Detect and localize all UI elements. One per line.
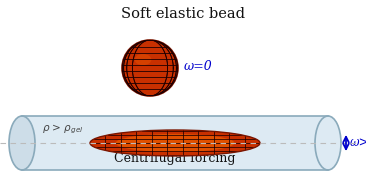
- Text: Soft elastic bead: Soft elastic bead: [121, 7, 245, 21]
- Ellipse shape: [315, 116, 341, 170]
- Text: ω=0: ω=0: [184, 60, 213, 73]
- Bar: [22, 116, 328, 170]
- Ellipse shape: [116, 134, 235, 152]
- Text: ω>0: ω>0: [350, 136, 366, 149]
- Circle shape: [122, 40, 178, 96]
- Ellipse shape: [135, 54, 152, 65]
- Ellipse shape: [90, 130, 260, 156]
- Ellipse shape: [9, 116, 35, 170]
- Text: Centrifugal forcing: Centrifugal forcing: [114, 152, 236, 165]
- Text: $\rho$ > $\rho_{gel}$: $\rho$ > $\rho_{gel}$: [42, 123, 83, 136]
